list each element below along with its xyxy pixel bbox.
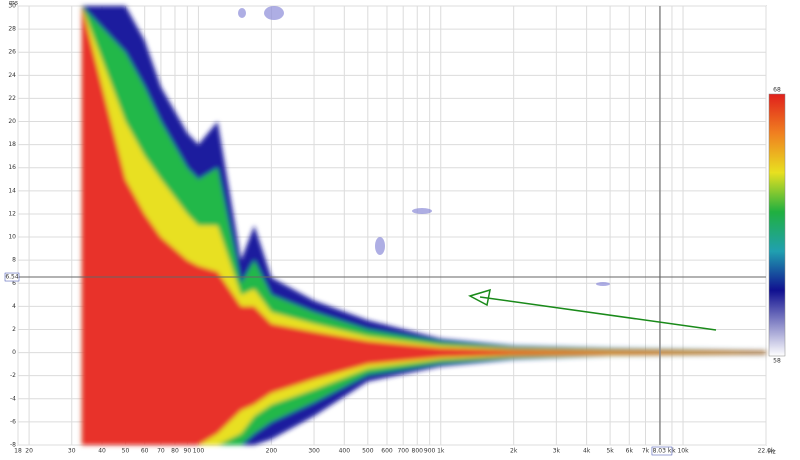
colorbar <box>768 93 786 357</box>
y-tick-label: 30 <box>8 3 16 10</box>
y-tick-label: 4 <box>12 303 16 310</box>
y-tick-label: 0 <box>12 349 16 356</box>
arrow-head <box>468 288 491 307</box>
x-tick-label: 4k <box>583 448 591 455</box>
x-tick-label: 500 <box>362 448 374 455</box>
x-tick-label: 80 <box>171 448 179 455</box>
blob <box>238 8 246 18</box>
x-tick-label: 7k <box>642 448 650 455</box>
y-tick-label: 8 <box>12 257 16 264</box>
arrow-shaft <box>479 296 717 331</box>
y-tick-label: 6 <box>12 280 16 287</box>
x-tick-label: 600 <box>381 448 393 455</box>
spectrogram <box>81 6 767 445</box>
y-tick-label: 14 <box>8 187 16 194</box>
y-unit: ms <box>9 0 18 7</box>
y-tick-label: 2 <box>12 326 16 333</box>
x-tick-label: 300 <box>308 448 320 455</box>
x-tick-label: 400 <box>339 448 351 455</box>
colorbar-min: 58 <box>773 358 781 365</box>
y-tick-label: 26 <box>8 49 16 56</box>
x-tick-label: 2k <box>510 448 518 455</box>
y-tick-label: 22 <box>8 95 16 102</box>
x-tick-label: 90 <box>184 448 192 455</box>
blob <box>264 6 284 20</box>
cursor-x-box <box>651 446 673 456</box>
x-tick-label: 10k <box>677 448 689 455</box>
x-tick-label: 20 <box>25 448 33 455</box>
x-tick-label: 22.0k <box>758 448 775 455</box>
y-tick-label: 12 <box>8 210 16 217</box>
x-tick-label: 30 <box>68 448 76 455</box>
y-tick-label: -6 <box>10 418 16 425</box>
x-unit: Hz <box>768 449 776 456</box>
y-tick-label: 10 <box>8 234 16 241</box>
y-tick-label: -4 <box>10 395 16 402</box>
y-tick-label: 24 <box>8 72 16 79</box>
colorbar-max: 68 <box>773 87 781 94</box>
x-tick-label: 60 <box>141 448 149 455</box>
x-tick-label: 100 <box>193 448 205 455</box>
x-tick-label: 5k <box>606 448 614 455</box>
blob <box>412 208 432 214</box>
y-tick-label: 28 <box>8 26 16 33</box>
blob <box>375 237 385 255</box>
y-tick-label: -2 <box>10 372 16 379</box>
y-tick-label: 16 <box>8 164 16 171</box>
x-tick-label: 6k <box>626 448 634 455</box>
cursor-y-label: 6.54 <box>5 274 19 281</box>
x-tick-label: 3k <box>553 448 561 455</box>
x-tick-label: 1k <box>437 448 445 455</box>
x-tick-label: 40 <box>98 448 106 455</box>
cursor-y-box <box>4 272 20 282</box>
artifacts <box>238 6 610 286</box>
x-tick-label: 50 <box>122 448 130 455</box>
contour-band <box>81 6 767 445</box>
x-tick-label: 700 <box>397 448 409 455</box>
x-tick-label: 70 <box>157 448 165 455</box>
cursor-x-label: 8.03 k <box>653 448 672 455</box>
x-tick-label: 200 <box>266 448 278 455</box>
x-tick-label: 9k <box>668 448 676 455</box>
y-tick-label: 20 <box>8 118 16 125</box>
x-tick-label: 18 <box>14 448 22 455</box>
arrow <box>468 288 717 331</box>
x-tick-label: 800 <box>412 448 424 455</box>
x-tick-label: 900 <box>424 448 436 455</box>
y-tick-label: 18 <box>8 141 16 148</box>
blob <box>596 282 610 286</box>
y-tick-label: -8 <box>10 442 16 449</box>
